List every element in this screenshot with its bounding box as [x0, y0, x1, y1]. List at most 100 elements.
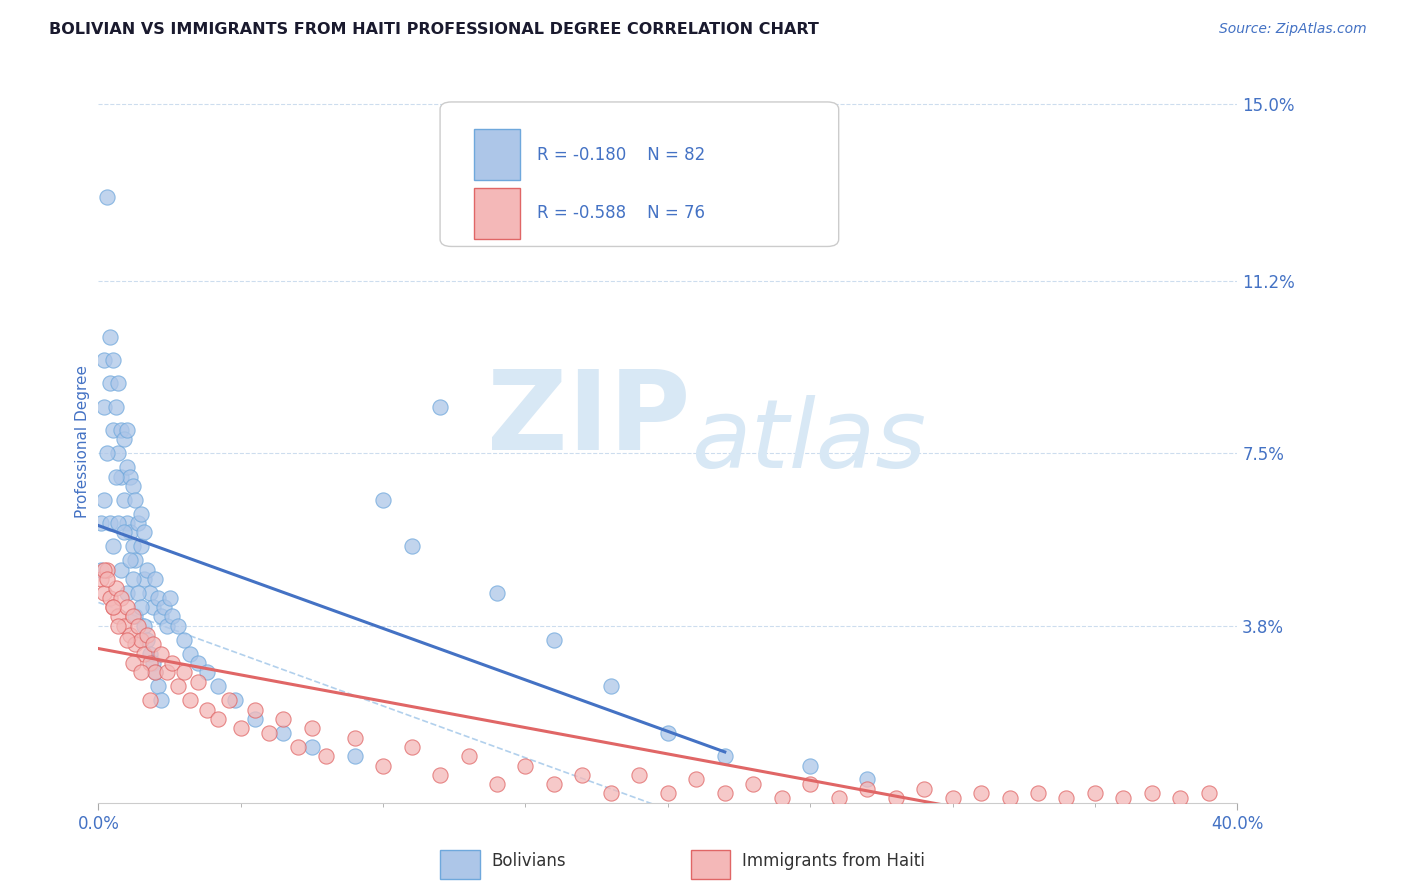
Point — [93, 492, 115, 507]
Point — [110, 591, 132, 605]
Point — [856, 781, 879, 796]
Point — [1198, 787, 1220, 801]
Point — [1026, 787, 1049, 801]
Point — [101, 540, 124, 554]
Point — [543, 632, 565, 647]
Point — [112, 432, 135, 446]
Point — [207, 712, 229, 726]
Point — [90, 516, 112, 530]
Point — [138, 586, 160, 600]
Point — [96, 446, 118, 460]
Point — [148, 591, 170, 605]
Point — [129, 600, 152, 615]
Point — [1084, 787, 1107, 801]
Point — [343, 749, 366, 764]
Point — [429, 400, 451, 414]
Point — [93, 563, 115, 577]
Point — [229, 721, 252, 735]
Text: atlas: atlas — [690, 395, 925, 488]
Point — [124, 609, 146, 624]
Point — [135, 628, 157, 642]
Point — [145, 665, 167, 680]
Bar — [474, 129, 520, 180]
Point — [343, 731, 366, 745]
Point — [195, 702, 218, 716]
Point — [98, 591, 121, 605]
Point — [112, 525, 135, 540]
Point — [135, 563, 157, 577]
Point — [127, 516, 149, 530]
Point — [129, 507, 152, 521]
Point — [110, 423, 132, 437]
Point — [429, 768, 451, 782]
Bar — [690, 850, 731, 879]
Point — [107, 516, 129, 530]
Point — [121, 572, 143, 586]
Text: Bolivians: Bolivians — [491, 852, 567, 870]
Point — [486, 777, 509, 791]
Point — [259, 726, 281, 740]
Point — [132, 647, 155, 661]
Point — [657, 787, 679, 801]
Point — [243, 702, 266, 716]
Point — [110, 469, 132, 483]
Point — [685, 772, 707, 787]
Point — [167, 618, 190, 632]
Text: BOLIVIAN VS IMMIGRANTS FROM HAITI PROFESSIONAL DEGREE CORRELATION CHART: BOLIVIAN VS IMMIGRANTS FROM HAITI PROFES… — [49, 22, 820, 37]
Point — [657, 726, 679, 740]
Point — [1056, 791, 1078, 805]
Point — [104, 400, 127, 414]
Point — [132, 618, 155, 632]
Point — [118, 525, 141, 540]
Point — [942, 791, 965, 805]
Point — [401, 540, 423, 554]
Point — [828, 791, 851, 805]
Point — [96, 190, 118, 204]
Point — [124, 637, 146, 651]
Point — [401, 739, 423, 754]
Point — [714, 787, 737, 801]
Point — [162, 656, 184, 670]
Point — [998, 791, 1021, 805]
Point — [132, 525, 155, 540]
Point — [970, 787, 993, 801]
Point — [121, 609, 143, 624]
Point — [173, 665, 195, 680]
Point — [124, 492, 146, 507]
Point — [543, 777, 565, 791]
Point — [373, 492, 395, 507]
Point — [115, 600, 138, 615]
Point — [115, 632, 138, 647]
Point — [96, 572, 118, 586]
Bar — [474, 188, 520, 238]
Point — [90, 572, 112, 586]
Point — [101, 353, 124, 368]
Point — [515, 758, 537, 772]
Point — [148, 679, 170, 693]
Point — [98, 329, 121, 343]
Point — [301, 721, 323, 735]
Point — [107, 609, 129, 624]
Point — [187, 674, 209, 689]
Point — [138, 647, 160, 661]
Point — [101, 600, 124, 615]
Point — [273, 726, 295, 740]
Point — [118, 553, 141, 567]
Point — [129, 665, 152, 680]
Point — [121, 540, 143, 554]
Point — [93, 353, 115, 368]
Point — [101, 423, 124, 437]
Point — [162, 609, 184, 624]
Point — [145, 665, 167, 680]
Point — [173, 632, 195, 647]
Point — [141, 600, 163, 615]
Point — [135, 632, 157, 647]
Point — [315, 749, 337, 764]
Text: R = -0.180    N = 82: R = -0.180 N = 82 — [537, 145, 706, 164]
Point — [912, 781, 935, 796]
Point — [98, 376, 121, 391]
Point — [127, 586, 149, 600]
Point — [195, 665, 218, 680]
Point — [1140, 787, 1163, 801]
Point — [141, 637, 163, 651]
